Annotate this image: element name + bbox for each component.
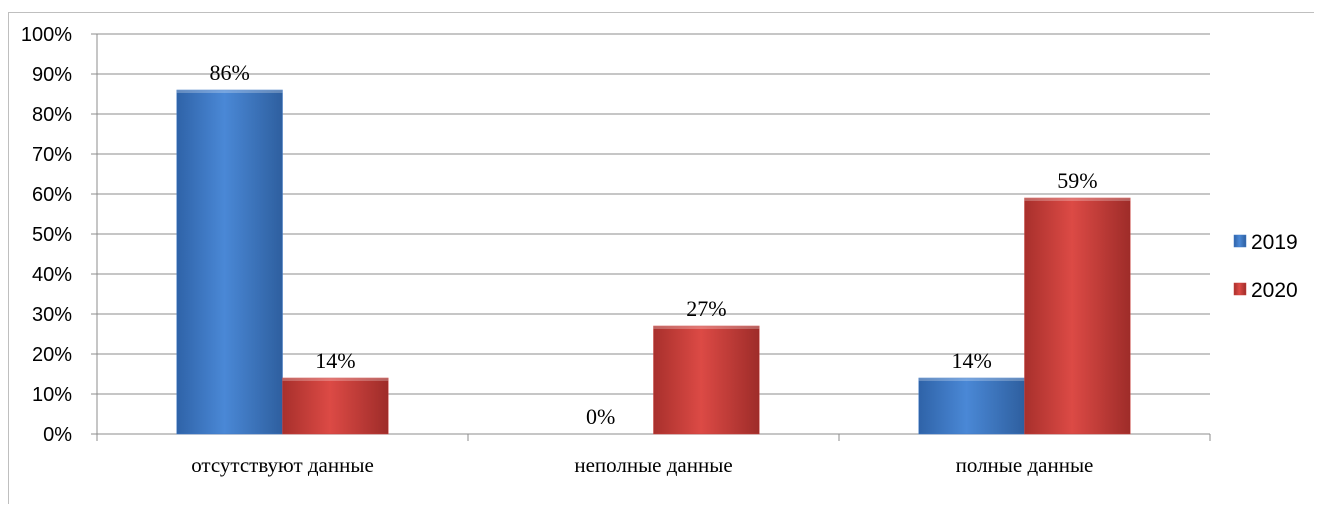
bar-2020-1	[282, 377, 389, 435]
data-label: 59%	[1057, 168, 1097, 193]
bar-highlight	[653, 326, 760, 329]
y-tick-label: 40%	[32, 264, 72, 286]
data-label: 86%	[209, 60, 249, 85]
data-labels: 86% 0% 14% 14% 27% 59%	[209, 60, 1097, 429]
bar-2019-1	[176, 89, 283, 435]
bar-highlight	[176, 90, 283, 93]
data-label: 14%	[951, 348, 991, 373]
y-tick-label: 90%	[32, 64, 72, 86]
x-tick-label: отсутствуют данные	[191, 453, 374, 477]
y-tick-label: 50%	[32, 224, 72, 246]
y-tick-label: 20%	[32, 344, 72, 366]
data-label: 27%	[686, 296, 726, 321]
data-label: 14%	[315, 348, 355, 373]
legend: 2019 2020	[1233, 231, 1298, 302]
x-tick-label: полные данные	[956, 453, 1094, 477]
legend-swatch	[1233, 234, 1247, 248]
y-tick-label: 100%	[21, 24, 72, 46]
bar-highlight	[918, 378, 1025, 381]
y-tick-label: 0%	[43, 424, 72, 446]
x-tick-label: неполные данные	[574, 453, 732, 477]
bar-highlight	[1024, 198, 1131, 201]
legend-label: 2019	[1251, 231, 1298, 254]
y-tick-label: 10%	[32, 384, 72, 406]
y-tick-label: 30%	[32, 304, 72, 326]
bar-highlight	[282, 378, 389, 381]
bar-2019-3	[918, 377, 1025, 435]
bar-2020-2	[653, 325, 760, 435]
legend-swatch	[1233, 282, 1247, 296]
data-label: 0%	[586, 404, 615, 429]
y-tick-label: 60%	[32, 184, 72, 206]
y-tick-label: 70%	[32, 144, 72, 166]
legend-label: 2020	[1251, 279, 1298, 302]
y-tick-label: 80%	[32, 104, 72, 126]
bar-2020-3	[1024, 197, 1131, 435]
bars	[176, 89, 1131, 435]
